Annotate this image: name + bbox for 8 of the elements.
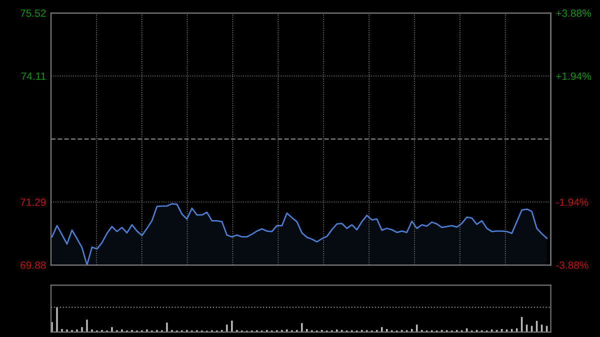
y2-tick-label: +1.94% [556, 72, 591, 80]
y-tick-label: 69.88 [20, 262, 46, 269]
y2-tick-label: +3.88% [556, 10, 591, 17]
y2-tick-label: -3.88% [556, 262, 588, 269]
y2-tick-label: -1.94% [556, 198, 588, 206]
y-tick-label: 74.11 [21, 72, 46, 80]
y-tick-label: 75.52 [20, 10, 46, 17]
y-tick-label: 71.29 [20, 198, 46, 206]
